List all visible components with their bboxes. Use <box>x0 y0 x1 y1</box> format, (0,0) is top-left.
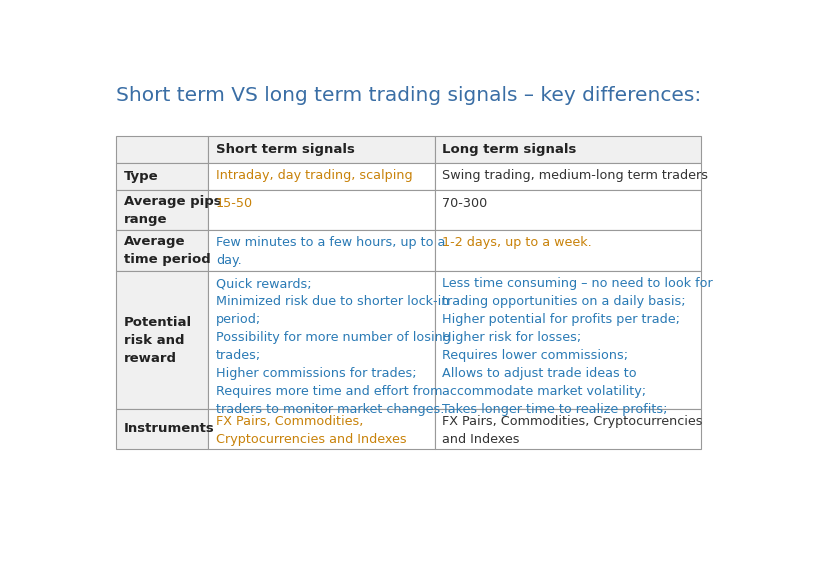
Text: Short term signals: Short term signals <box>216 143 355 156</box>
Text: 70-300: 70-300 <box>443 197 487 210</box>
Text: FX Pairs, Commodities, Cryptocurrencies
and Indexes: FX Pairs, Commodities, Cryptocurrencies … <box>443 415 703 446</box>
Bar <box>116 190 208 230</box>
Bar <box>434 230 702 271</box>
Text: Quick rewards;
Minimized risk due to shorter lock-in
period;
Possibility for mor: Quick rewards; Minimized risk due to sho… <box>216 277 451 416</box>
Text: Average
time period: Average time period <box>124 235 210 266</box>
Bar <box>116 409 208 449</box>
Text: Average pips
range: Average pips range <box>124 195 221 226</box>
Text: Less time consuming – no need to look for
trading opportunities on a daily basis: Less time consuming – no need to look fo… <box>443 277 713 416</box>
Bar <box>116 230 208 271</box>
Bar <box>434 163 702 190</box>
Text: 15-50: 15-50 <box>216 197 253 210</box>
Bar <box>208 409 434 449</box>
Text: Swing trading, medium-long term traders: Swing trading, medium-long term traders <box>443 170 708 183</box>
Bar <box>434 136 702 163</box>
Bar <box>434 190 702 230</box>
Text: Long term signals: Long term signals <box>443 143 577 156</box>
Text: Potential
risk and
reward: Potential risk and reward <box>124 316 192 365</box>
Bar <box>208 136 434 163</box>
Text: 1-2 days, up to a week.: 1-2 days, up to a week. <box>443 237 592 249</box>
Text: Instruments: Instruments <box>124 423 214 436</box>
Bar <box>434 271 702 409</box>
Bar <box>116 271 208 409</box>
Bar <box>434 409 702 449</box>
Bar <box>208 190 434 230</box>
Bar <box>208 230 434 271</box>
Text: Type: Type <box>124 170 158 183</box>
Bar <box>208 271 434 409</box>
Text: Few minutes to a few hours, up to a
day.: Few minutes to a few hours, up to a day. <box>216 237 445 267</box>
Bar <box>116 136 208 163</box>
Bar <box>116 163 208 190</box>
Text: FX Pairs, Commodities,
Cryptocurrencies and Indexes: FX Pairs, Commodities, Cryptocurrencies … <box>216 415 407 446</box>
Text: Intraday, day trading, scalping: Intraday, day trading, scalping <box>216 170 412 183</box>
Text: Short term VS long term trading signals – key differences:: Short term VS long term trading signals … <box>116 86 701 105</box>
Bar <box>208 163 434 190</box>
